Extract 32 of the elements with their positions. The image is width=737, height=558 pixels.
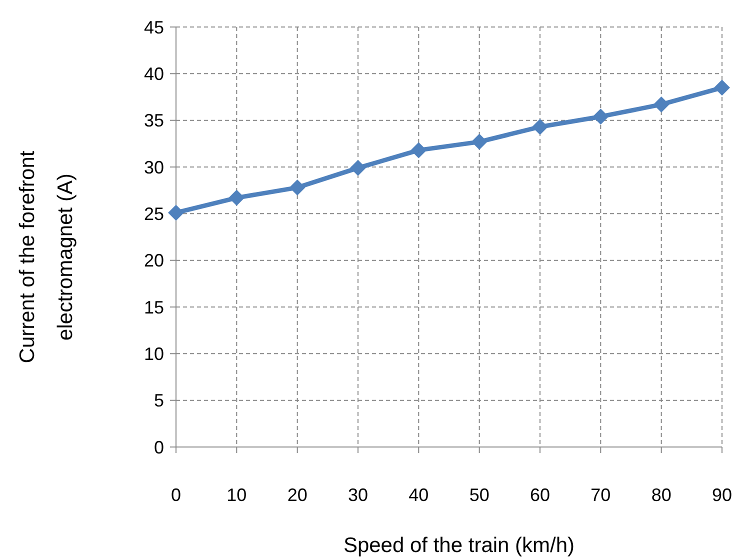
x-tick-label: 30 xyxy=(348,485,368,505)
x-tick-label: 0 xyxy=(170,485,182,505)
y-tick-label: 20 xyxy=(144,250,164,271)
y-tick-label: 45 xyxy=(144,17,164,38)
x-tick-label: 70 xyxy=(590,485,611,505)
y-tick-label: 0 xyxy=(154,437,164,458)
x-tick-label: 60 xyxy=(530,485,550,505)
x-tick-label: 40 xyxy=(408,485,429,505)
point xyxy=(592,108,609,125)
y-tick-label: 30 xyxy=(144,157,164,178)
x-tick-label: 10 xyxy=(226,485,247,505)
y-tick-label: 25 xyxy=(144,204,164,224)
x-tick-label: 20 xyxy=(287,485,308,505)
y-tick-label: 40 xyxy=(144,64,164,84)
point xyxy=(653,96,670,112)
y-axis-title: Current of the forefront electromagnet (A) xyxy=(16,150,77,364)
y-tick-label: 15 xyxy=(144,297,164,318)
point xyxy=(350,160,366,176)
x-tick-label: 90 xyxy=(712,485,732,505)
y-tick-label: 5 xyxy=(154,390,164,411)
y-tick-label: 35 xyxy=(144,110,164,131)
y-tick-label: 10 xyxy=(144,344,164,364)
x-tick-label: 50 xyxy=(469,485,490,505)
point xyxy=(471,134,488,150)
point xyxy=(714,80,730,96)
point xyxy=(168,204,184,221)
point xyxy=(228,190,245,206)
x-tick-label: 80 xyxy=(651,485,672,505)
point xyxy=(532,118,548,135)
point xyxy=(289,180,306,196)
x-axis-title: Speed of the train (km/h) xyxy=(343,534,575,557)
point xyxy=(410,142,427,158)
